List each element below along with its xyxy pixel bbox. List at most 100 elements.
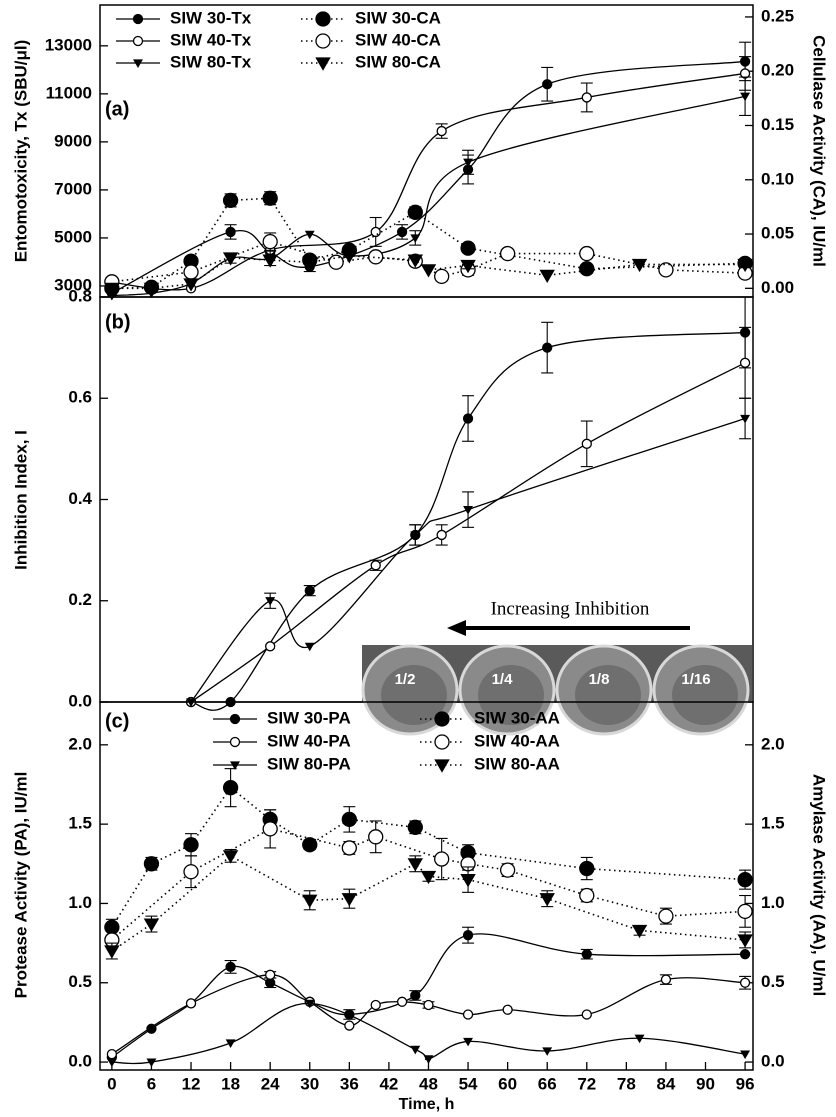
marker: [631, 924, 648, 939]
legend-label: SIW 30-Tx: [170, 8, 252, 27]
x-tick-label: 66: [538, 1074, 557, 1093]
x-tick-label: 96: [736, 1074, 755, 1093]
x-tick-label: 78: [617, 1074, 636, 1093]
y-tick-label: 9000: [54, 131, 92, 150]
marker: [658, 908, 674, 924]
y2-tick-label: 0.5: [761, 972, 785, 991]
marker: [739, 357, 751, 368]
y-tick-label: 0.8: [68, 286, 92, 305]
y-tick-label: 0.0: [68, 1052, 92, 1071]
y2-tick-label: 2.0: [761, 734, 785, 753]
marker: [660, 974, 672, 985]
marker: [304, 230, 315, 240]
marker: [737, 872, 753, 888]
marker: [420, 870, 437, 885]
line: [111, 1002, 746, 1065]
marker: [370, 560, 381, 571]
marker: [462, 930, 474, 941]
marker: [143, 282, 160, 297]
photo-well-inner: [672, 665, 738, 725]
marker: [222, 780, 239, 796]
y-tick-label: 1.5: [68, 814, 92, 833]
x-tick-label: 42: [379, 1074, 398, 1093]
marker: [739, 949, 751, 960]
line: [190, 331, 746, 711]
legend-marker: [230, 761, 240, 770]
x-axis-title: Time, h: [399, 1096, 455, 1113]
legend-marker: [434, 711, 450, 727]
marker: [737, 934, 753, 948]
marker: [407, 819, 423, 835]
marker: [262, 821, 278, 837]
line: [111, 95, 746, 297]
marker: [265, 969, 276, 980]
marker: [104, 282, 120, 297]
inset-label: 1/4: [492, 671, 514, 688]
x-tick-label: 36: [340, 1074, 359, 1093]
marker: [410, 990, 421, 1001]
x-tick-label: 24: [261, 1074, 280, 1093]
marker: [304, 642, 315, 652]
legend-label: SIW 80-Tx: [170, 52, 252, 71]
x-tick-label: 6: [147, 1074, 156, 1093]
marker: [304, 999, 315, 1009]
marker: [106, 1048, 118, 1060]
x-tick-label: 12: [182, 1074, 201, 1093]
marker: [410, 531, 421, 540]
marker: [185, 998, 197, 1009]
legend-marker: [315, 57, 331, 71]
marker: [420, 264, 437, 278]
marker: [341, 893, 358, 907]
legend-marker: [132, 35, 144, 47]
marker: [183, 837, 199, 853]
marker: [539, 893, 555, 907]
y-tick-label: 1.0: [68, 893, 92, 912]
marker: [631, 258, 648, 273]
line: [111, 60, 746, 294]
legend-marker: [434, 734, 450, 750]
marker: [410, 234, 421, 243]
x-tick-label: 54: [459, 1074, 478, 1093]
legend-label: SIW 80-AA: [474, 754, 560, 773]
y-tick-label: 13000: [45, 35, 92, 54]
legend-label: SIW 80-CA: [355, 52, 441, 71]
marker: [462, 413, 474, 424]
y-axis-title: Entomotoxicity, Tx (SBU/μl): [11, 40, 30, 263]
annotation-arrowhead: [447, 620, 466, 636]
marker: [183, 864, 199, 880]
y2-tick-label: 0.10: [761, 169, 794, 188]
marker: [737, 903, 753, 920]
marker: [542, 79, 553, 90]
y-tick-label: 2.0: [68, 734, 92, 753]
dotted-line: [111, 828, 746, 941]
inset-label: 1/2: [395, 671, 416, 688]
marker: [737, 258, 753, 273]
panel-label: (a): [105, 98, 129, 120]
legend-label: SIW 30-CA: [355, 8, 441, 27]
marker: [436, 125, 447, 137]
legend-label: SIW 30-PA: [267, 708, 351, 727]
marker: [634, 1034, 645, 1044]
x-tick-label: 84: [656, 1074, 675, 1093]
marker: [423, 999, 434, 1011]
marker: [222, 192, 239, 209]
marker: [341, 840, 357, 856]
marker: [143, 918, 160, 932]
x-tick-label: 0: [107, 1074, 116, 1093]
panel-label: (c): [105, 710, 129, 732]
plot-frame: [99, 701, 754, 1071]
marker: [368, 249, 384, 265]
marker: [740, 92, 751, 102]
y-tick-label: 7000: [54, 179, 92, 198]
y-tick-label: 11000: [46, 83, 92, 102]
marker: [304, 585, 315, 596]
marker: [462, 1009, 474, 1020]
y2-tick-label: 1.0: [761, 893, 785, 912]
marker: [265, 641, 276, 652]
marker: [146, 1058, 157, 1068]
marker: [579, 245, 595, 262]
marker: [460, 874, 476, 888]
marker: [434, 268, 450, 285]
photo-well-inner: [478, 665, 544, 725]
